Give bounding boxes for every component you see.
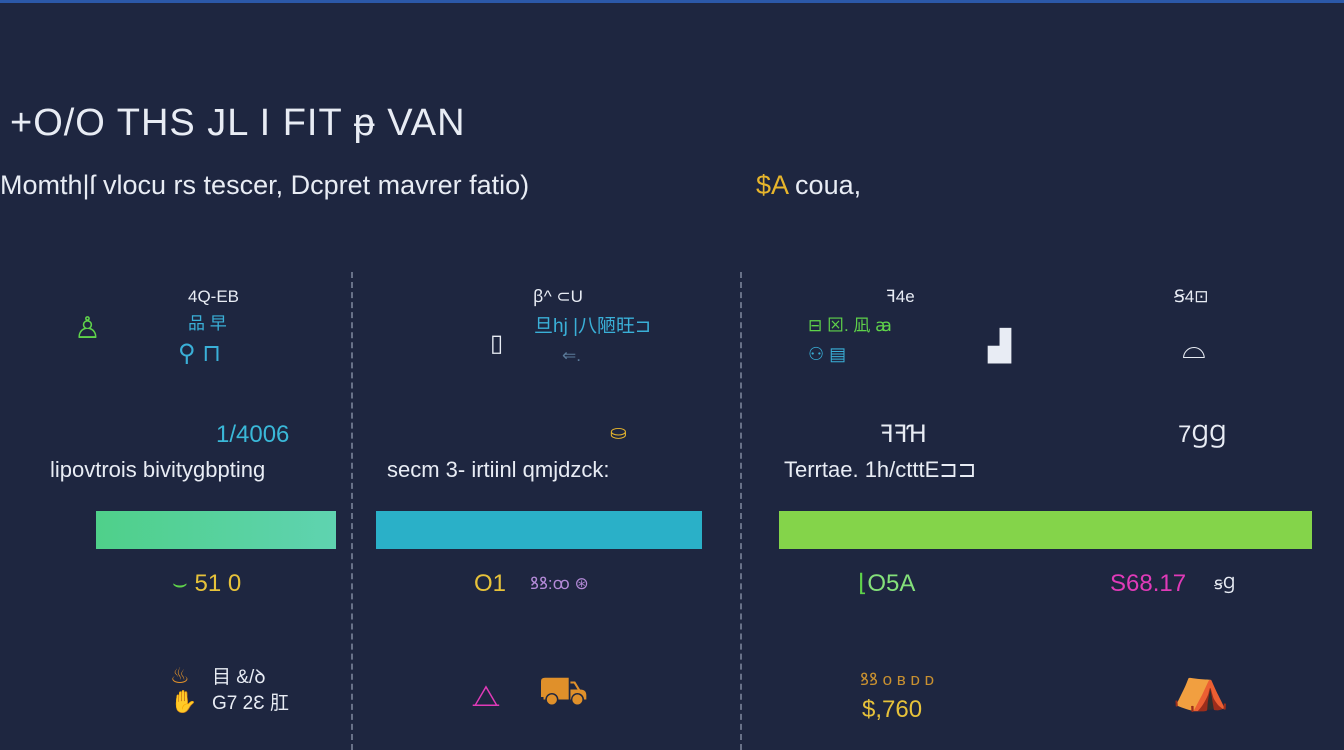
col1-footer-line: G7 2Ɛ 肛 [212,693,289,714]
chart-icon: ♨ ✋ [170,663,198,714]
group-icon: ⚇ ▤ [808,344,847,364]
person-icon: ♙ [74,312,101,345]
col1-icon-label: 品 早 [188,314,227,333]
column-divider [351,272,353,750]
col2-label: secm 3‑ irtiinl qmjdzck: [387,457,610,482]
col3-footer-small: ꝸꝸ ᴏ ʙ ᴅ ᴅ [860,670,935,689]
col3-label: Terrtae. 1h/ctttE⊐⊐ [784,457,977,482]
column-divider [740,272,742,750]
col2-progress-bar [376,511,702,549]
col1-progress-bar [96,511,336,549]
col1-metric-value: 51 0 [194,570,242,597]
user-pair-icon: ⚲ ⊓ [178,340,221,367]
col4-top-label: Ꞩ4⊡ [1174,287,1209,306]
col1-metric: ⌣ 51 0 [172,570,242,597]
col1-label: lipovtrois bivitygbpting [50,457,266,482]
col3-progress-bar [779,511,1312,549]
col2-top-label: ꞵ^ ⊂U [533,287,583,306]
ramp-icon: ⧍ [472,680,500,713]
document-icon: ▯ [490,330,504,357]
col3-top-label: ꟻ4e [886,287,915,306]
coin-icon: ⛀ [610,422,627,444]
bowl-icon: ⌓ [1182,332,1206,365]
col3-footer-value: $,760 [862,696,923,723]
col2-metric: O1 [474,570,507,597]
accent-symbol: $A [756,170,788,200]
col1-top-label: 4Q-EB [188,287,240,306]
col1-footer: 目 &/ꝺ G7 2Ɛ 肛 [212,665,289,717]
accent-note: $A coua, [756,170,861,201]
building-icon: ▟ [988,330,1012,363]
col3-value: ꟻꟻꞪ [880,421,927,448]
col4-metric-extra: ꞩꞬ [1214,574,1236,593]
col2-metric-extra: ꝸꝸ:ꝏ ⊛ [530,574,589,593]
top-accent-line [0,0,1344,3]
back-arrow-icon[interactable]: ⇐. [562,346,581,365]
col3-metric-value: O5A [867,570,916,597]
col4-metric: S68.17 [1110,570,1187,597]
accent-text: coua, [787,170,862,200]
col3-metric: ⌊O5A [858,570,916,597]
col1-value: 1/4006 [216,421,290,448]
col1-footer-line: 目 &/ꝺ [212,667,266,688]
col2-icon-label: 旦hj |八陋旺⊐ [534,316,651,337]
machine-icon: ⛟ [538,669,589,713]
page-title: +O/O THS JL I FIT ᵽ VAN [10,102,466,144]
col4-value: 7ꞬꞬ [1178,421,1227,448]
page-subtitle: Momth|ſ vlocu rs tescer, Dcpret mavrer f… [0,170,530,200]
col3-icon-label: ⊟ ⊠. 凪 ꜳ [808,316,892,335]
tent-icon: ⛺ [1172,660,1230,712]
